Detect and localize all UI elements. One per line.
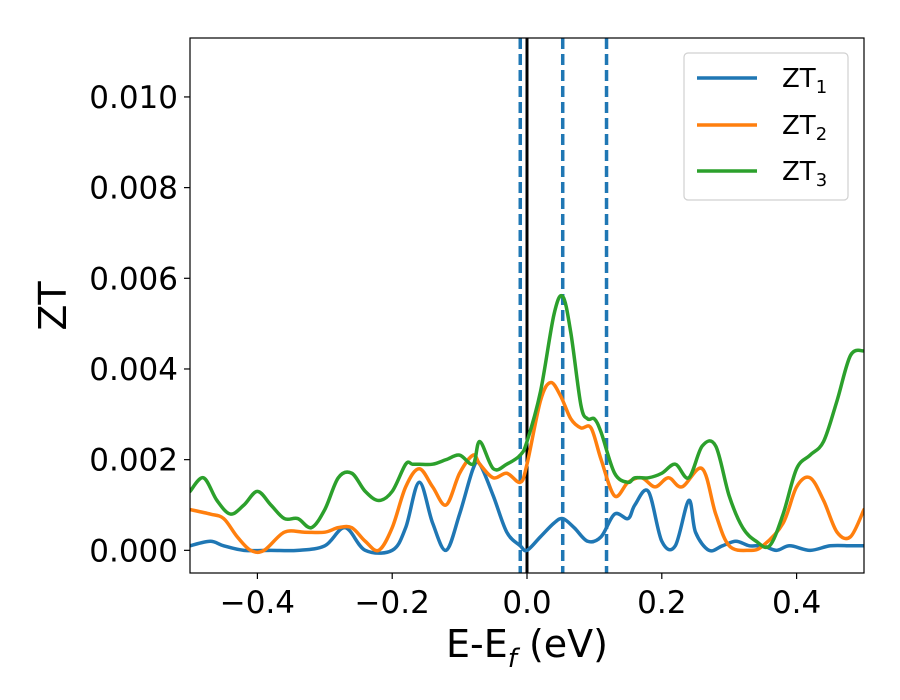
reference-lines — [518, 38, 609, 573]
x-tick-label: 0.4 — [772, 585, 821, 621]
y-tick-label: 0.008 — [89, 171, 178, 207]
y-tick-label: 0.002 — [89, 443, 178, 479]
x-tick-label: −0.4 — [220, 585, 295, 621]
y-tick-label: 0.006 — [89, 261, 178, 297]
legend-label-zt3: ZT3 — [782, 157, 827, 191]
legend-label-zt2: ZT2 — [782, 111, 827, 145]
y-axis-label: ZT — [31, 281, 75, 331]
series-group — [190, 293, 864, 555]
y-tick-label: 0.000 — [89, 533, 178, 569]
series-line-zt2 — [190, 380, 864, 555]
x-axis-ticks: −0.4 −0.2 0.0 0.2 0.4 — [220, 573, 821, 621]
legend-label-zt1: ZT1 — [782, 64, 827, 98]
x-tick-label: 0.0 — [502, 585, 551, 621]
x-axis-label: E-Ef (eV) — [446, 622, 608, 674]
legend: ZT1 ZT2 ZT3 — [683, 52, 849, 201]
series-line-zt3 — [190, 293, 864, 550]
y-axis-ticks: 0.000 0.002 0.004 0.006 0.008 0.010 — [89, 80, 190, 569]
series-line-zt1 — [190, 459, 864, 555]
y-tick-label: 0.004 — [89, 352, 178, 388]
x-tick-label: 0.2 — [637, 585, 686, 621]
x-tick-label: −0.2 — [355, 585, 430, 621]
y-tick-label: 0.010 — [89, 80, 178, 116]
legend-box — [683, 52, 849, 201]
